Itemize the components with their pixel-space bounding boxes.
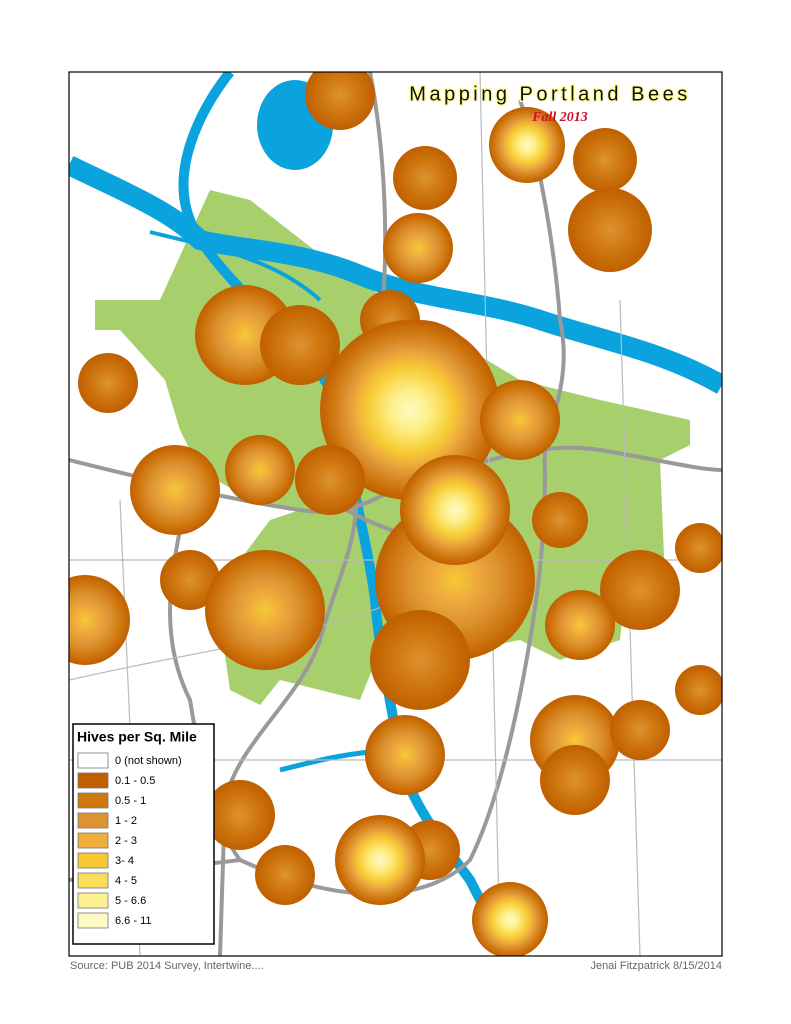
hive-density	[69, 72, 722, 956]
credit-note: Jenai Fitzpatrick 8/15/2014	[591, 960, 722, 972]
hotspot	[69, 575, 130, 665]
columbia-river	[69, 156, 722, 394]
legend-swatch	[77, 892, 109, 909]
legend-swatch	[77, 772, 109, 789]
legend-title: Hives per Sq. Mile	[77, 729, 197, 745]
legend-label: 6.6 - 11	[115, 915, 152, 927]
hotspot	[472, 882, 548, 956]
hotspot	[675, 523, 722, 573]
legend-label: 3- 4	[115, 855, 134, 867]
source-note: Source: PUB 2014 Survey, Intertwine....	[70, 960, 264, 972]
map-frame	[68, 71, 723, 957]
hotspot	[205, 550, 325, 670]
hotspot	[489, 107, 565, 183]
hotspot	[370, 610, 470, 710]
hotspot	[383, 213, 453, 283]
hotspot	[205, 780, 275, 850]
hotspot	[400, 455, 510, 565]
hotspot	[545, 590, 615, 660]
map-title: Mapping Portland Bees	[409, 83, 690, 105]
hotspot	[675, 665, 722, 715]
hotspot	[532, 492, 588, 548]
hotspot	[305, 72, 375, 130]
hotspot	[130, 445, 220, 535]
legend-label: 0.5 - 1	[115, 795, 146, 807]
legend-label: 5 - 6.6	[115, 895, 146, 907]
legend-swatch	[77, 792, 109, 809]
legend-label: 4 - 5	[115, 875, 137, 887]
hotspot	[160, 550, 220, 610]
legend-swatch	[77, 912, 109, 929]
hotspot	[365, 715, 445, 795]
hotspot	[568, 188, 652, 272]
hotspot	[540, 745, 610, 815]
legend-swatch	[77, 752, 109, 769]
hotspot	[610, 700, 670, 760]
legend-items: 0 (not shown) 0.1 - 0.5 0.5 - 1 1 - 2 2 - 3 3…	[77, 752, 182, 929]
legend-label: 0 (not shown)	[115, 755, 182, 767]
hotspot	[600, 550, 680, 630]
legend-label: 0.1 - 0.5	[115, 775, 155, 787]
hotspot	[255, 845, 315, 905]
legend-swatch	[77, 812, 109, 829]
map-subtitle: Fall 2013	[531, 110, 588, 125]
hotspot	[78, 353, 138, 413]
hotspot	[573, 128, 637, 192]
legend: Hives per Sq. Mile 0 (not shown) 0.1 - 0.…	[72, 723, 215, 945]
slough	[149, 230, 322, 302]
map-body	[69, 72, 722, 956]
hotspot	[393, 146, 457, 210]
legend-label: 1 - 2	[115, 815, 137, 827]
hotspot	[335, 815, 425, 905]
river-branch	[279, 749, 371, 773]
hotspot	[225, 435, 295, 505]
legend-swatch	[77, 852, 109, 869]
legend-swatch	[77, 872, 109, 889]
legend-swatch	[77, 832, 109, 849]
hotspot	[480, 380, 560, 460]
hotspot	[260, 305, 340, 385]
hotspot	[295, 445, 365, 515]
legend-label: 2 - 3	[115, 835, 137, 847]
